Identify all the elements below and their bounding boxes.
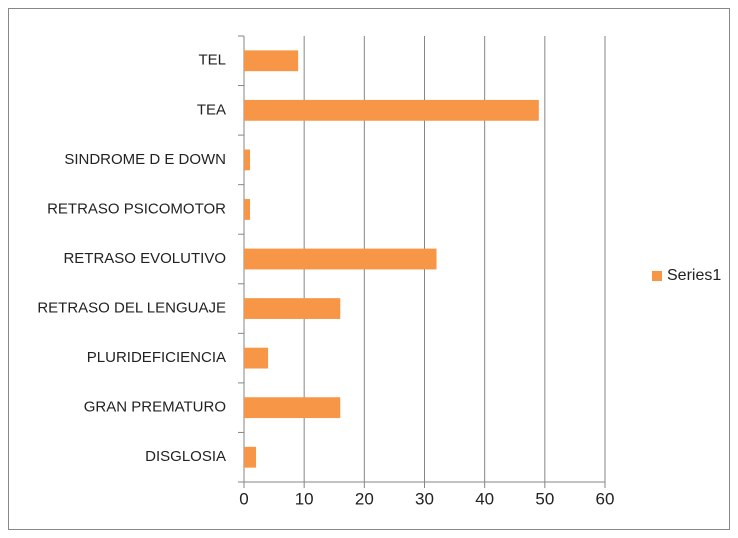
x-tick-label: 0 bbox=[239, 489, 248, 508]
y-tick-label: GRAN PREMATURO bbox=[84, 399, 226, 416]
y-tick-label: RETRASO DEL LENGUAJE bbox=[37, 300, 226, 317]
y-tick-label: RETRASO PSICOMOTOR bbox=[47, 200, 226, 217]
x-tick-label: 40 bbox=[475, 489, 494, 508]
y-tick-label: SINDROME D E DOWN bbox=[64, 151, 226, 168]
y-tick-label: DISGLOSIA bbox=[145, 448, 226, 465]
y-tick-label: TEA bbox=[197, 101, 226, 118]
bar bbox=[244, 50, 299, 72]
bar bbox=[244, 99, 539, 121]
bar bbox=[244, 298, 341, 319]
bar bbox=[244, 397, 341, 419]
x-tick-label: 20 bbox=[355, 489, 374, 508]
bar bbox=[244, 347, 269, 369]
x-tick-label: 30 bbox=[415, 489, 434, 508]
bar bbox=[244, 199, 251, 220]
x-tick-label: 50 bbox=[535, 489, 554, 508]
legend-label: Series1 bbox=[667, 267, 721, 284]
y-tick-label: TEL bbox=[198, 52, 226, 69]
legend-swatch bbox=[652, 271, 662, 281]
y-tick-label: RETRASO EVOLUTIVO bbox=[63, 250, 226, 267]
x-tick-label: 10 bbox=[295, 489, 314, 508]
x-tick-label: 60 bbox=[596, 489, 615, 508]
bar bbox=[244, 446, 257, 468]
bar bbox=[244, 248, 437, 270]
bar bbox=[244, 149, 251, 171]
y-tick-label: PLURIDEFICIENCIA bbox=[87, 349, 226, 366]
